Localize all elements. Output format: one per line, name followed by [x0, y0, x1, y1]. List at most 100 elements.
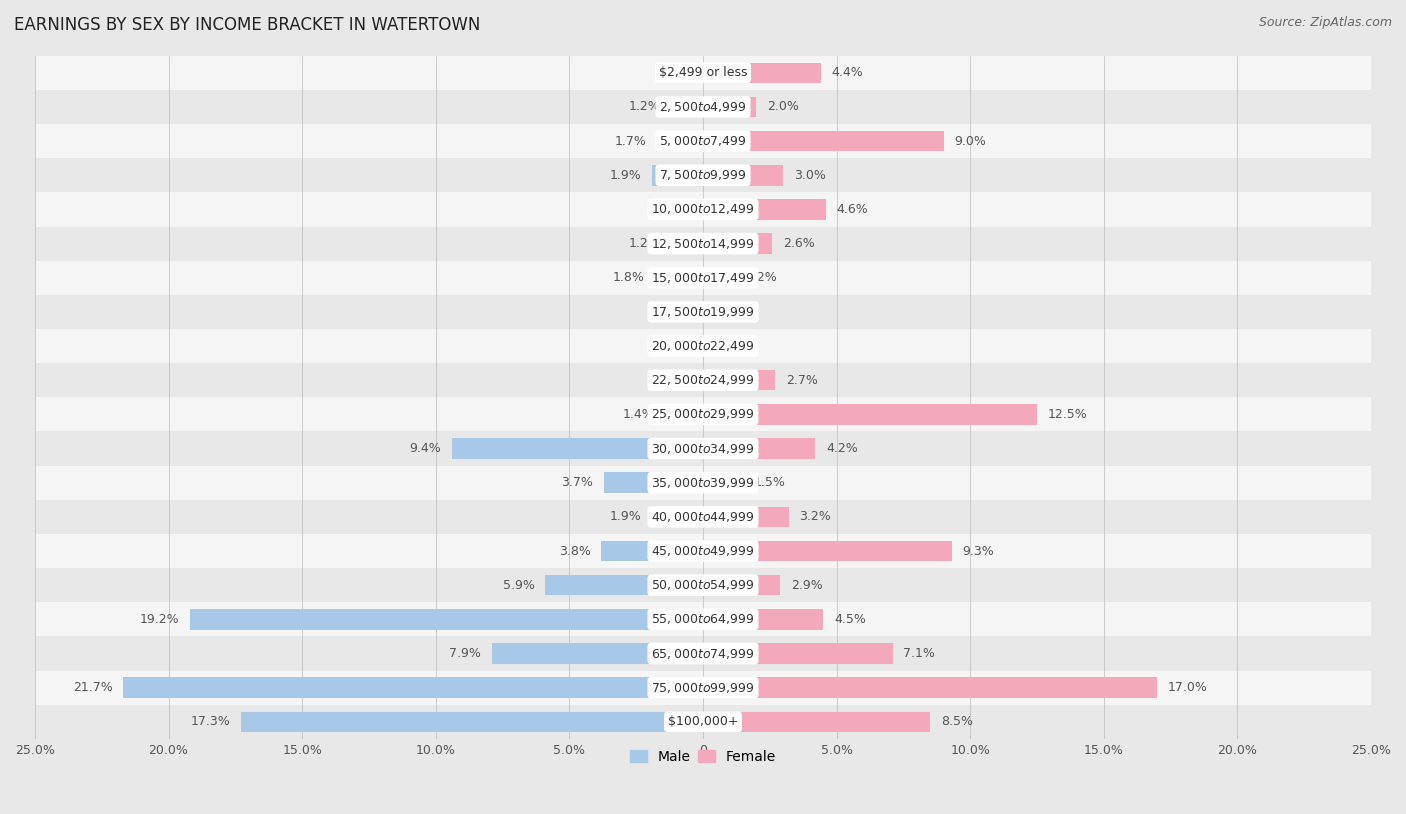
- Bar: [35, 602, 1371, 637]
- Text: $12,500 to $14,999: $12,500 to $14,999: [651, 237, 755, 251]
- Bar: [703, 575, 780, 595]
- Bar: [703, 370, 775, 391]
- Text: 0.0%: 0.0%: [661, 339, 692, 352]
- Bar: [703, 609, 824, 629]
- Text: $17,500 to $19,999: $17,500 to $19,999: [651, 305, 755, 319]
- Bar: [703, 711, 931, 732]
- Text: 7.9%: 7.9%: [450, 647, 481, 660]
- Legend: Male, Female: Male, Female: [624, 745, 782, 769]
- Text: 2.9%: 2.9%: [792, 579, 823, 592]
- Text: 0.0%: 0.0%: [714, 339, 745, 352]
- Text: 3.2%: 3.2%: [799, 510, 831, 523]
- Text: 12.5%: 12.5%: [1047, 408, 1087, 421]
- Bar: [703, 506, 789, 527]
- Bar: [605, 472, 703, 493]
- Text: 19.2%: 19.2%: [139, 613, 179, 626]
- Text: $35,000 to $39,999: $35,000 to $39,999: [651, 475, 755, 490]
- Text: 0.0%: 0.0%: [661, 374, 692, 387]
- Text: 1.4%: 1.4%: [623, 408, 655, 421]
- Text: EARNINGS BY SEX BY INCOME BRACKET IN WATERTOWN: EARNINGS BY SEX BY INCOME BRACKET IN WAT…: [14, 16, 481, 34]
- Bar: [35, 637, 1371, 671]
- Bar: [35, 363, 1371, 397]
- Text: 4.6%: 4.6%: [837, 203, 869, 216]
- Bar: [703, 404, 1038, 425]
- Text: 4.2%: 4.2%: [825, 442, 858, 455]
- Bar: [703, 643, 893, 663]
- Text: 2.0%: 2.0%: [768, 100, 799, 113]
- Bar: [703, 268, 735, 288]
- Text: $75,000 to $99,999: $75,000 to $99,999: [651, 681, 755, 694]
- Bar: [703, 677, 1157, 698]
- Text: $45,000 to $49,999: $45,000 to $49,999: [651, 544, 755, 558]
- Text: $55,000 to $64,999: $55,000 to $64,999: [651, 612, 755, 626]
- Bar: [35, 466, 1371, 500]
- Bar: [671, 234, 703, 254]
- Text: $15,000 to $17,499: $15,000 to $17,499: [651, 271, 755, 285]
- Bar: [35, 329, 1371, 363]
- Bar: [35, 158, 1371, 192]
- Text: 0.0%: 0.0%: [714, 305, 745, 318]
- Bar: [35, 431, 1371, 466]
- Text: $30,000 to $34,999: $30,000 to $34,999: [651, 441, 755, 456]
- Text: 0.0%: 0.0%: [661, 305, 692, 318]
- Text: 9.0%: 9.0%: [955, 134, 986, 147]
- Text: $10,000 to $12,499: $10,000 to $12,499: [651, 203, 755, 217]
- Text: 2.6%: 2.6%: [783, 237, 815, 250]
- Bar: [124, 677, 703, 698]
- Text: 17.3%: 17.3%: [190, 716, 231, 729]
- Bar: [703, 438, 815, 459]
- Bar: [35, 192, 1371, 226]
- Text: $65,000 to $74,999: $65,000 to $74,999: [651, 646, 755, 660]
- Bar: [35, 55, 1371, 90]
- Text: 3.0%: 3.0%: [794, 168, 825, 182]
- Bar: [703, 63, 821, 83]
- Text: 1.7%: 1.7%: [614, 134, 647, 147]
- Bar: [655, 268, 703, 288]
- Bar: [35, 226, 1371, 260]
- Bar: [35, 90, 1371, 124]
- Text: 21.7%: 21.7%: [73, 681, 112, 694]
- Bar: [35, 568, 1371, 602]
- Text: 3.7%: 3.7%: [561, 476, 593, 489]
- Text: Source: ZipAtlas.com: Source: ZipAtlas.com: [1258, 16, 1392, 29]
- Bar: [35, 671, 1371, 705]
- Bar: [665, 404, 703, 425]
- Bar: [703, 472, 744, 493]
- Text: 1.2%: 1.2%: [628, 100, 661, 113]
- Text: $2,500 to $4,999: $2,500 to $4,999: [659, 100, 747, 114]
- Text: 5.9%: 5.9%: [503, 579, 534, 592]
- Bar: [703, 97, 756, 117]
- Text: $22,500 to $24,999: $22,500 to $24,999: [651, 374, 755, 387]
- Bar: [703, 131, 943, 151]
- Text: $20,000 to $22,499: $20,000 to $22,499: [651, 339, 755, 353]
- Bar: [35, 124, 1371, 158]
- Bar: [492, 643, 703, 663]
- Text: $100,000+: $100,000+: [668, 716, 738, 729]
- Bar: [35, 260, 1371, 295]
- Text: 1.5%: 1.5%: [754, 476, 786, 489]
- Bar: [703, 165, 783, 186]
- Bar: [451, 438, 703, 459]
- Bar: [703, 540, 952, 562]
- Bar: [35, 534, 1371, 568]
- Bar: [35, 500, 1371, 534]
- Text: 1.8%: 1.8%: [613, 271, 644, 284]
- Text: 1.2%: 1.2%: [745, 271, 778, 284]
- Bar: [35, 295, 1371, 329]
- Text: 2.7%: 2.7%: [786, 374, 818, 387]
- Text: 8.5%: 8.5%: [941, 716, 973, 729]
- Bar: [703, 234, 772, 254]
- Bar: [652, 506, 703, 527]
- Text: 1.9%: 1.9%: [610, 510, 641, 523]
- Bar: [658, 131, 703, 151]
- Text: 7.1%: 7.1%: [904, 647, 935, 660]
- Text: 4.5%: 4.5%: [834, 613, 866, 626]
- Bar: [240, 711, 703, 732]
- Text: 9.4%: 9.4%: [409, 442, 441, 455]
- Text: 3.8%: 3.8%: [560, 545, 591, 558]
- Text: 1.2%: 1.2%: [628, 237, 661, 250]
- Bar: [546, 575, 703, 595]
- Text: 0.0%: 0.0%: [661, 66, 692, 79]
- Text: $7,500 to $9,999: $7,500 to $9,999: [659, 168, 747, 182]
- Text: 17.0%: 17.0%: [1168, 681, 1208, 694]
